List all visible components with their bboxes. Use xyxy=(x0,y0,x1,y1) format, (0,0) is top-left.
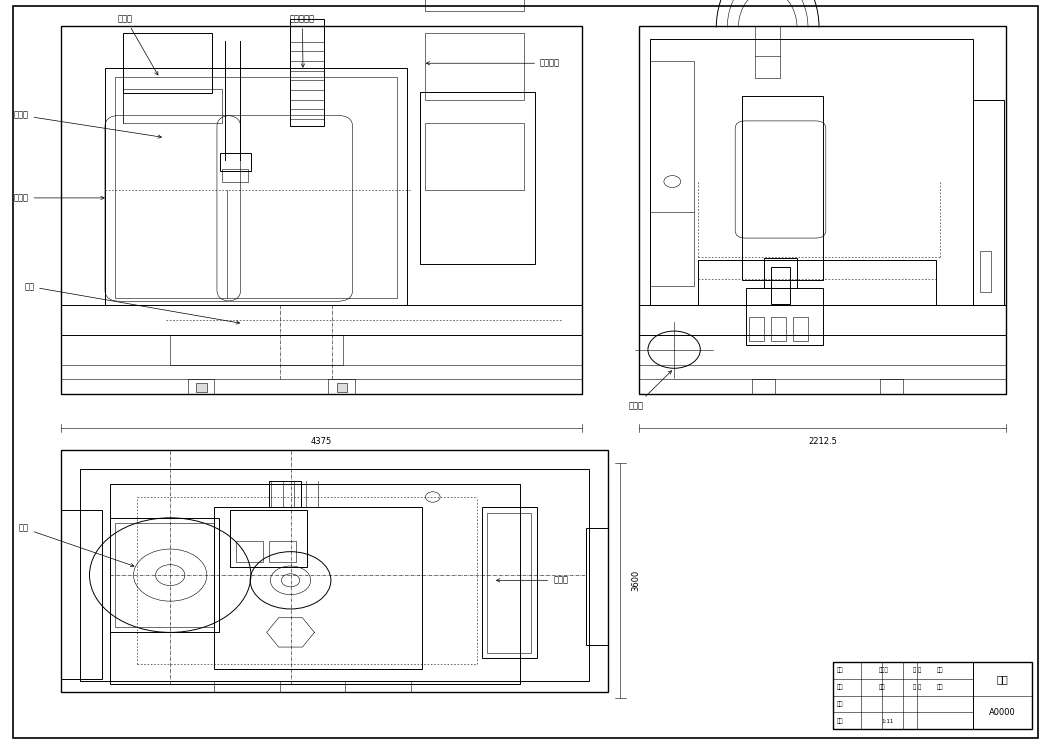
Text: 比例: 比例 xyxy=(837,718,844,724)
Bar xyxy=(482,507,537,658)
Bar xyxy=(61,26,582,394)
Text: 操作面板: 操作面板 xyxy=(427,59,560,68)
Text: 共 张: 共 张 xyxy=(913,667,921,673)
Bar xyxy=(336,383,347,392)
Text: 重量: 重量 xyxy=(937,667,943,673)
Text: 电气柜: 电气柜 xyxy=(497,576,568,585)
Bar xyxy=(755,26,780,78)
Bar xyxy=(764,258,796,288)
Bar xyxy=(746,288,823,345)
Text: 2212.5: 2212.5 xyxy=(808,437,837,446)
Text: 3600: 3600 xyxy=(631,570,640,591)
Bar xyxy=(650,39,973,305)
Bar xyxy=(586,528,608,645)
Bar xyxy=(115,77,397,298)
Text: 制图: 制图 xyxy=(837,684,844,690)
Text: 设计: 设计 xyxy=(837,667,844,673)
Text: 防护罩: 防护罩 xyxy=(14,193,104,202)
Bar xyxy=(328,379,354,394)
Bar xyxy=(650,61,695,286)
Bar xyxy=(214,507,422,669)
Bar xyxy=(771,317,786,341)
Text: 冷却泵: 冷却泵 xyxy=(629,371,672,410)
Bar xyxy=(170,335,343,365)
Bar xyxy=(105,68,408,305)
Bar xyxy=(698,260,937,305)
Bar xyxy=(345,681,411,692)
Bar xyxy=(833,662,1032,729)
Text: 床身: 床身 xyxy=(24,282,240,324)
Bar xyxy=(268,481,302,507)
Bar xyxy=(124,89,222,123)
Bar xyxy=(981,251,991,292)
Bar xyxy=(115,523,214,627)
Bar xyxy=(973,100,1004,305)
Text: 图号: 图号 xyxy=(937,684,943,690)
Bar xyxy=(196,383,206,392)
Bar xyxy=(61,450,608,692)
Bar xyxy=(110,484,520,684)
Text: 1:11: 1:11 xyxy=(881,719,893,724)
Text: 工艺: 工艺 xyxy=(837,702,844,707)
Text: 标准化: 标准化 xyxy=(879,667,889,673)
Bar xyxy=(742,95,823,280)
Bar xyxy=(771,267,789,304)
Text: 总图: 总图 xyxy=(997,674,1008,684)
Bar xyxy=(268,542,296,562)
Bar xyxy=(222,169,248,182)
Bar xyxy=(749,317,764,341)
Bar xyxy=(751,379,774,394)
Bar xyxy=(880,379,903,394)
Bar xyxy=(236,542,263,562)
Text: 工作台: 工作台 xyxy=(14,111,161,138)
Bar xyxy=(188,379,214,394)
Text: A0000: A0000 xyxy=(989,708,1016,717)
Bar xyxy=(214,681,280,692)
Bar xyxy=(290,19,324,126)
Text: 电缆防护链: 电缆防护链 xyxy=(290,14,315,67)
Bar xyxy=(220,153,250,171)
Bar xyxy=(124,33,212,93)
Bar xyxy=(793,317,808,341)
Bar xyxy=(420,92,534,264)
Bar xyxy=(425,123,524,190)
Bar xyxy=(639,26,1006,394)
Text: 第 张: 第 张 xyxy=(913,684,921,690)
Bar xyxy=(425,33,524,100)
Bar xyxy=(425,0,524,11)
Text: 审核: 审核 xyxy=(879,684,886,690)
Bar xyxy=(231,510,307,567)
Bar xyxy=(487,513,531,653)
Text: 4375: 4375 xyxy=(310,437,332,446)
Text: 刀库: 刀库 xyxy=(19,524,134,567)
Bar xyxy=(110,518,219,632)
Bar xyxy=(80,469,589,681)
Bar xyxy=(61,510,102,679)
Text: 主轴箱: 主轴箱 xyxy=(118,14,158,75)
